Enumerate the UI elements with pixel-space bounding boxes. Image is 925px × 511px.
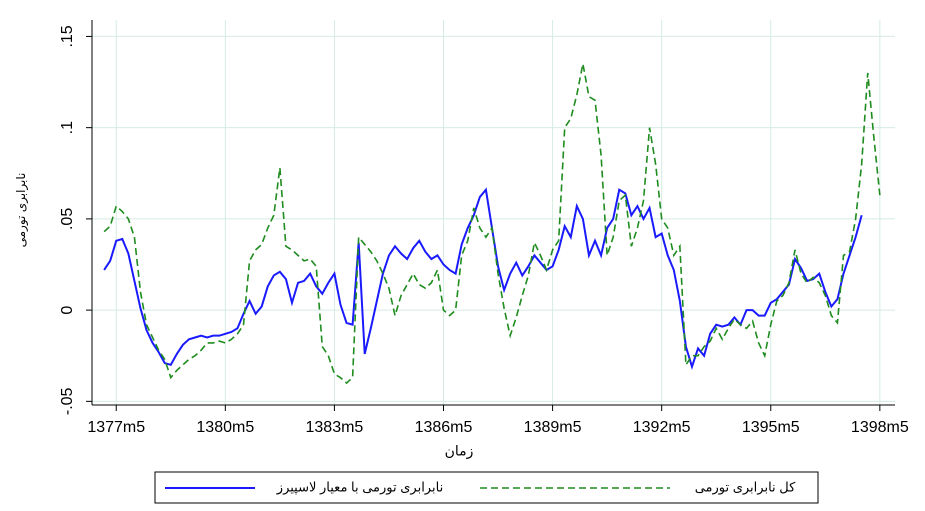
x-tick-label: 1398m5: [851, 419, 909, 436]
x-tick-label: 1395m5: [742, 419, 800, 436]
x-tick-label: 1383m5: [306, 419, 364, 436]
y-tick-label: .05: [59, 208, 76, 230]
y-tick-label: -.05: [59, 387, 76, 415]
y-tick-label: 0: [59, 306, 76, 315]
x-tick-label: 1389m5: [524, 419, 582, 436]
x-tick-label: 1392m5: [633, 419, 691, 436]
y-tick-label: .1: [59, 121, 76, 134]
series-line: [103, 63, 881, 385]
x-tick-label: 1377m5: [87, 419, 145, 436]
y-tick-label: .15: [59, 25, 76, 47]
legend-label: کل نابرابری تورمی: [695, 479, 796, 495]
x-axis-label: زمان: [445, 443, 474, 460]
legend-label: نابرابری تورمی با معیار لاسپیرز: [276, 479, 443, 495]
series-line: [103, 187, 863, 370]
x-tick-label: 1380m5: [196, 419, 254, 436]
y-axis-label: نابرابری تورمی: [14, 173, 29, 248]
x-tick-label: 1386m5: [415, 419, 473, 436]
